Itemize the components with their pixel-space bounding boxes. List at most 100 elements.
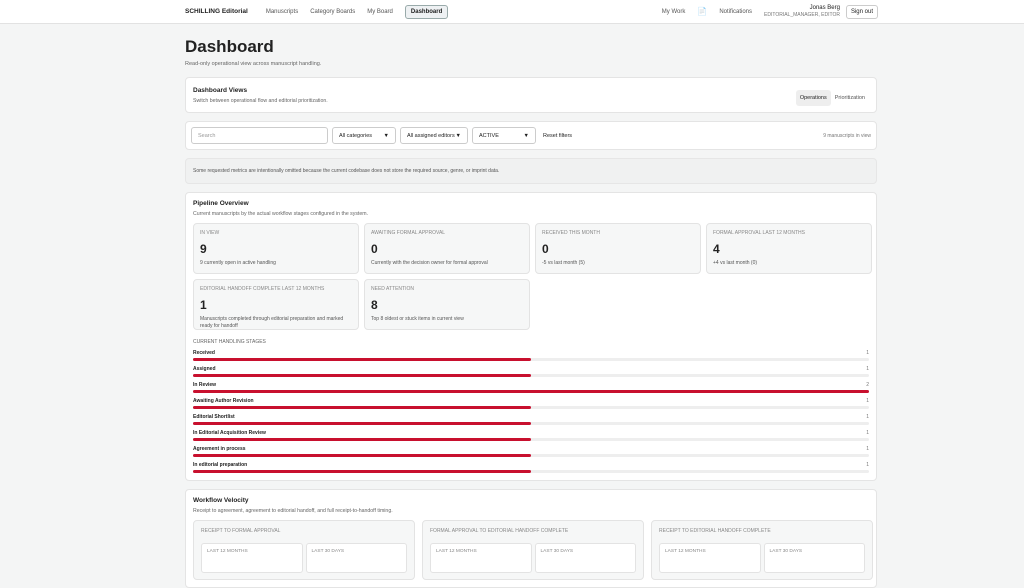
stage-bar (193, 454, 531, 457)
velocity-card: RECEIPT TO FORMAL APPROVAL LAST 12 MONTHS… (193, 520, 415, 580)
stage-track (193, 422, 869, 425)
nav-manuscripts[interactable]: Manuscripts (265, 8, 299, 15)
views-subtitle: Switch between operational flow and edit… (193, 97, 328, 104)
metric-desc: Manuscripts completed through editorial … (200, 316, 344, 329)
metric-value: 9 (200, 242, 207, 256)
stage-row: In editorial preparation 1 (193, 462, 869, 473)
manuscript-count: 9 manuscripts in view (823, 132, 871, 139)
stage-row: In Review 2 (193, 382, 869, 393)
top-nav: SCHILLING Editorial Manuscripts Category… (0, 0, 1024, 24)
stage-bar (193, 422, 531, 425)
dashboard-views: Dashboard Views Switch between operationa… (185, 77, 877, 113)
stage-name: Agreement in process (193, 446, 246, 452)
notice: Some requested metrics are intentionally… (185, 158, 877, 184)
editor-value: All assigned editors (407, 132, 455, 139)
velocity-card-title: RECEIPT TO FORMAL APPROVAL (201, 528, 281, 534)
stage-row: Agreement in process 1 (193, 446, 869, 457)
stage-name: In Review (193, 382, 217, 388)
nav-dashboard[interactable]: Dashboard (404, 4, 449, 19)
stage-name: Awaiting Author Revision (193, 398, 254, 404)
stage-name: Editorial Shortlist (193, 414, 235, 420)
filter-bar: Search All categories ▼ All assigned edit… (185, 121, 877, 150)
stage-name: Assigned (193, 366, 216, 372)
velocity-card-title: RECEIPT TO EDITORIAL HANDOFF COMPLETE (659, 528, 771, 534)
stage-track (193, 374, 869, 377)
stage-row: In Editorial Acquisition Review 1 (193, 430, 869, 441)
metric-card: NEED ATTENTION 8 Top 8 oldest or stuck ite… (364, 279, 530, 330)
metric-value: 0 (542, 242, 549, 256)
stage-track (193, 358, 869, 361)
stage-track (193, 390, 869, 393)
tab-operations[interactable]: Operations (795, 90, 831, 106)
nav-notifications[interactable]: Notifications (719, 8, 753, 15)
metric-desc: Top 8 oldest or stuck items in current v… (371, 316, 464, 322)
page-subtitle: Read-only operational view across manusc… (185, 61, 322, 67)
stage-count: 1 (866, 462, 869, 468)
stage-count: 1 (866, 414, 869, 420)
nav-my-work[interactable]: My Work (661, 8, 686, 15)
velocity-card: RECEIPT TO EDITORIAL HANDOFF COMPLETE LAS… (651, 520, 873, 580)
brand[interactable]: SCHILLING Editorial (185, 8, 248, 15)
pipeline-subtitle: Current manuscripts by the actual workfl… (193, 211, 369, 217)
metric-label: NEED ATTENTION (371, 286, 414, 292)
metric-value: 4 (713, 242, 720, 256)
search-input[interactable]: Search (191, 127, 328, 144)
velocity-subtitle: Receipt to agreement, agreement to edito… (193, 508, 393, 514)
category-select[interactable]: All categories ▼ (332, 127, 396, 144)
status-select[interactable]: ACTIVE ▼ (472, 127, 536, 144)
chevron-down-icon: ▼ (455, 132, 461, 139)
user-roles: EDITORIAL_MANAGER, EDITOR (764, 11, 840, 18)
workflow-velocity: Workflow Velocity Receipt to agreement, … (185, 489, 877, 588)
metric-desc: +4 vs last month (0) (713, 260, 758, 266)
stage-count: 1 (866, 398, 869, 404)
stage-bar (193, 374, 531, 377)
metric-card: RECEIVED THIS MONTH 0 -5 vs last month (5) (535, 223, 701, 274)
nav-category-boards[interactable]: Category Boards (310, 8, 356, 15)
metric-desc: Currently with the decision owner for fo… (371, 260, 488, 266)
period-30-days: LAST 30 DAYS (305, 543, 407, 573)
metric-label: EDITORIAL HANDOFF COMPLETE LAST 12 MONTH… (200, 286, 325, 292)
metric-label: RECEIVED THIS MONTH (542, 230, 600, 236)
stage-bar (193, 406, 531, 409)
period-12-months: LAST 12 MONTHS (659, 543, 761, 573)
metric-label: IN VIEW (200, 230, 220, 236)
metric-card: EDITORIAL HANDOFF COMPLETE LAST 12 MONTH… (193, 279, 359, 330)
stage-track (193, 470, 869, 473)
velocity-card-title: FORMAL APPROVAL TO EDITORIAL HANDOFF COM… (430, 528, 569, 534)
editor-select[interactable]: All assigned editors ▼ (400, 127, 468, 144)
stage-bar (193, 470, 531, 473)
stage-count: 1 (866, 350, 869, 356)
metric-label: AWAITING FORMAL APPROVAL (371, 230, 446, 236)
page-title: Dashboard (185, 37, 274, 56)
stage-track (193, 438, 869, 441)
document-icon[interactable]: 📄 (697, 7, 708, 16)
metric-card: IN VIEW 9 9 currently open in active handl… (193, 223, 359, 274)
metric-card: FORMAL APPROVAL LAST 12 MONTHS 4 +4 vs las… (706, 223, 872, 274)
pipeline-overview: Pipeline Overview Current manuscripts by… (185, 192, 877, 481)
sign-out-button[interactable]: Sign out (845, 4, 878, 19)
stage-name: In Editorial Acquisition Review (193, 430, 266, 436)
pipeline-title: Pipeline Overview (193, 200, 249, 207)
user-name: Jonas Berg (809, 4, 840, 11)
metric-value: 1 (200, 298, 207, 312)
stage-bar (193, 358, 531, 361)
velocity-title: Workflow Velocity (193, 497, 249, 504)
tab-prioritization[interactable]: Prioritization (834, 95, 865, 101)
metric-label: FORMAL APPROVAL LAST 12 MONTHS (713, 230, 805, 236)
velocity-card: FORMAL APPROVAL TO EDITORIAL HANDOFF COM… (422, 520, 644, 580)
stage-row: Editorial Shortlist 1 (193, 414, 869, 425)
period-30-days: LAST 30 DAYS (534, 543, 636, 573)
stage-count: 1 (866, 446, 869, 452)
stage-row: Received 1 (193, 350, 869, 361)
user-info: Jonas Berg EDITORIAL_MANAGER, EDITOR (764, 5, 840, 19)
chevron-down-icon: ▼ (383, 132, 389, 139)
stage-count: 2 (866, 382, 869, 388)
reset-filters-link[interactable]: Reset filters (543, 132, 573, 139)
stage-count: 1 (866, 430, 869, 436)
status-value: ACTIVE (479, 132, 499, 139)
views-title: Dashboard Views (193, 86, 248, 94)
nav-my-board[interactable]: My Board (367, 8, 393, 15)
stage-bar (193, 390, 869, 393)
stage-row: Assigned 1 (193, 366, 869, 377)
chevron-down-icon: ▼ (523, 132, 529, 139)
